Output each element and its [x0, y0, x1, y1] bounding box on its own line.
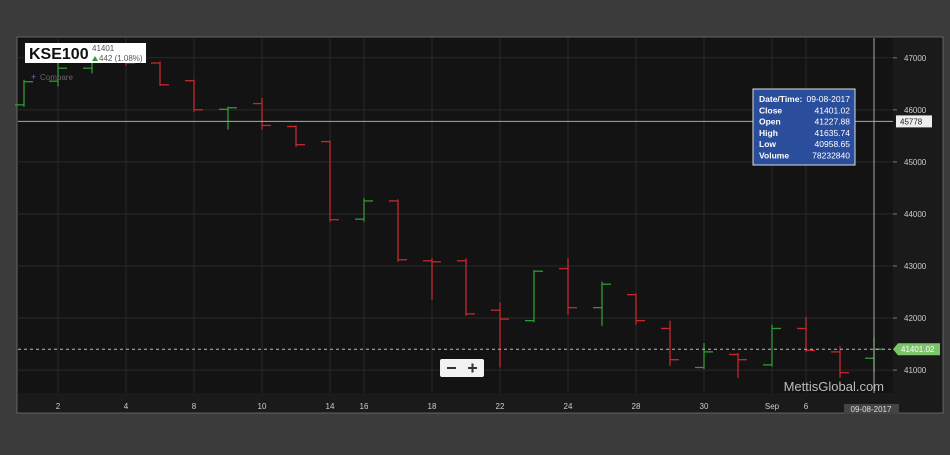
y-tick-label: 42000 [904, 314, 927, 323]
x-tick-label: 28 [632, 402, 641, 411]
x-tick-label: 22 [496, 402, 505, 411]
x-tick-label: 10 [258, 402, 267, 411]
x-tick-label: 18 [428, 402, 437, 411]
tooltip-label: Open [759, 117, 781, 127]
y-tick-label: 47000 [904, 54, 927, 63]
change: 442 (1.08%) [99, 54, 143, 63]
compare-link[interactable]: Compare [40, 73, 73, 82]
tooltip-value: 40958.65 [815, 139, 851, 149]
watermark: MettisGlobal.com [784, 379, 884, 394]
x-tick-label: 16 [360, 402, 369, 411]
last-price-flag [893, 343, 940, 356]
x-tick-label: 30 [700, 402, 709, 411]
tooltip-value: 41227.88 [815, 117, 851, 127]
y-tick-label: 45000 [904, 158, 927, 167]
x-tick-label: 6 [804, 402, 809, 411]
x-tick-label: 14 [326, 402, 335, 411]
y-tick-label: 44000 [904, 210, 927, 219]
symbol-box [25, 43, 146, 63]
x-tick-label: 4 [124, 402, 129, 411]
y-axis-panel [893, 38, 942, 412]
last-price: 41401 [92, 44, 115, 53]
crosshair-x-box [844, 404, 899, 414]
tooltip-value: 41401.02 [815, 105, 851, 115]
tooltip-label: Volume [759, 151, 789, 161]
x-tick-label: 8 [192, 402, 197, 411]
x-tick-label: 2 [56, 402, 61, 411]
crosshair-x-label: 09-08-2017 [851, 405, 892, 414]
x-tick-label: 24 [564, 402, 573, 411]
last-price-label: 41401.02 [901, 345, 935, 354]
tooltip-label: High [759, 128, 778, 138]
y-tick-label: 41000 [904, 366, 927, 375]
tooltip-label: Low [759, 139, 776, 149]
tooltip-value: 78232840 [812, 151, 850, 161]
symbol: KSE100 [29, 46, 89, 63]
zoom-controls [440, 359, 484, 377]
y-tick-label: 43000 [904, 262, 927, 271]
compare-plus[interactable]: + [31, 72, 36, 82]
up-arrow [92, 56, 98, 61]
tooltip-value: 09-08-2017 [807, 94, 851, 104]
crosshair-y-box [896, 115, 932, 128]
tooltip [752, 88, 856, 166]
crosshair-y-label: 45778 [900, 117, 923, 126]
x-tick-label: Sep [765, 402, 780, 411]
tooltip-label: Date/Time: [759, 94, 802, 104]
y-tick-label: 46000 [904, 106, 927, 115]
x-axis-panel [18, 393, 893, 412]
tooltip-value: 41635.74 [815, 128, 851, 138]
tooltip-label: Close [759, 105, 782, 115]
